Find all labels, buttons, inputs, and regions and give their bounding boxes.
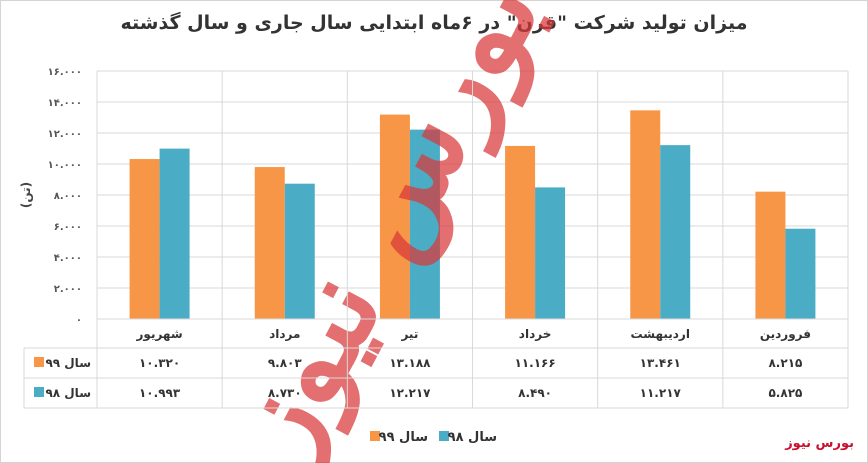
- legend-entry: سال ۹۹: [379, 430, 428, 445]
- data-label: ۱۱.۱۶۶: [514, 356, 555, 370]
- data-label: ۱۰.۳۲۰: [139, 356, 180, 370]
- bar: [785, 228, 816, 319]
- y-tick-label: ۱۴.۰۰۰: [48, 98, 82, 109]
- table-row-label: سال ۹۸: [45, 386, 91, 400]
- bar: [379, 114, 410, 319]
- bar: [630, 110, 661, 320]
- data-label: ۱۰.۹۹۳: [139, 386, 181, 400]
- bar: [660, 145, 691, 319]
- x-category-label: تیر: [400, 327, 418, 341]
- row-swatch: [34, 357, 44, 367]
- x-category-label: فروردین: [760, 327, 811, 342]
- chart-title: میزان تولید شرکت "قرن" در ۶ماه ابتدایی س…: [120, 12, 748, 34]
- bar: [505, 145, 536, 319]
- bar: [409, 129, 440, 319]
- x-category-label: خرداد: [519, 327, 552, 341]
- bar: [129, 159, 160, 319]
- y-tick-label: ۰: [76, 315, 82, 326]
- legend-entry: سال ۹۸: [448, 430, 497, 445]
- y-tick-label: ۴.۰۰۰: [54, 253, 82, 264]
- x-category-label: مرداد: [269, 327, 300, 341]
- data-label: ۱۱.۲۱۷: [640, 386, 682, 400]
- bar: [254, 167, 285, 319]
- bar: [535, 187, 566, 319]
- data-label: ۹.۸۰۳: [268, 356, 303, 370]
- row-swatch: [34, 387, 44, 397]
- bar: [159, 148, 190, 319]
- legend-swatch: [439, 431, 449, 441]
- data-table: فروردین اردیبهشت خرداد تیر مرداد شهریور سال ۹۹…: [23, 71, 849, 409]
- data-label: ۸.۷۳۰: [268, 386, 302, 400]
- data-label: ۱۳.۴۶۱: [640, 356, 681, 370]
- legend: سال ۹۹ سال ۹۸: [370, 430, 497, 445]
- bar: [755, 191, 786, 319]
- table-row-label: سال ۹۹: [45, 356, 91, 370]
- x-category-label: شهریور: [136, 327, 183, 342]
- y-tick-label: ۱۲.۰۰۰: [48, 129, 82, 140]
- y-tick-labels: ۰ ۲.۰۰۰ ۴.۰۰۰ ۶.۰۰۰ ۸.۰۰۰ ۱۰.۰۰۰ ۱۲.۰۰۰ ۱۴.۰۰۰ ۱…: [48, 67, 82, 326]
- bars: [129, 110, 816, 320]
- y-axis-label: (تن): [19, 182, 33, 208]
- y-tick-label: ۱۶.۰۰۰: [48, 67, 82, 78]
- y-tick-label: ۶.۰۰۰: [54, 222, 82, 233]
- bar: [284, 183, 315, 319]
- data-label: ۸.۴۹۰: [518, 386, 552, 400]
- y-tick-label: ۱۰.۰۰۰: [48, 160, 82, 171]
- x-category-label: اردیبهشت: [631, 327, 690, 341]
- y-tick-label: ۸.۰۰۰: [54, 191, 82, 202]
- data-label: ۸.۲۱۵: [768, 356, 802, 370]
- data-label: ۱۳.۱۸۸: [389, 356, 431, 370]
- y-tick-label: ۲.۰۰۰: [54, 284, 82, 295]
- brand-logo-text: بورس نیوز: [785, 436, 854, 451]
- data-label: ۵.۸۲۵: [768, 386, 802, 400]
- data-label: ۱۲.۲۱۷: [389, 386, 431, 400]
- legend-swatch: [370, 431, 380, 441]
